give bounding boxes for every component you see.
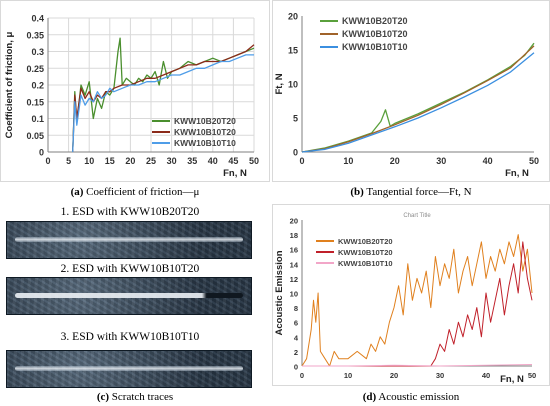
- caption-b-text: Tangential force—Ft, N: [366, 186, 472, 198]
- series-line-2: [302, 241, 533, 367]
- y-tick-label: 12: [290, 275, 298, 284]
- chart-frame: [0, 0, 270, 182]
- x-tick-label: 40: [208, 156, 218, 166]
- panel-b: 0 5 10 15 20 0 10 20 30 40 50 Fn, N Ft, N KWW10B20T20…: [272, 0, 550, 204]
- legend-label-2: KWW10B10T20: [338, 248, 393, 257]
- y-tick-label: 0: [293, 148, 298, 158]
- caption-c-id: (c): [96, 391, 110, 403]
- trace-label-2: 2. ESD with KWW10B10T20: [60, 263, 200, 275]
- caption-a: (a) Coefficient of friction—μ: [0, 186, 270, 198]
- y-axis-label: Ft, N: [274, 73, 285, 94]
- legend-label-3: KWW10B10T10: [174, 138, 236, 148]
- legend-label-2: KWW10B10T20: [342, 29, 408, 39]
- y-tick-label: 8: [294, 304, 298, 313]
- y-tick-label: 10: [288, 80, 298, 90]
- y-tick-label: 10: [290, 290, 298, 299]
- x-tick-label: 50: [249, 156, 259, 166]
- series-line-1: [301, 234, 533, 367]
- x-tick-label: 0: [300, 371, 304, 380]
- x-tick-label: 0: [45, 156, 50, 166]
- x-tick-label: 30: [436, 156, 446, 166]
- y-tick-label: 0.15: [26, 97, 44, 107]
- x-tick-label: 25: [146, 156, 156, 166]
- scratch-trace-1: [6, 221, 252, 259]
- caption-a-text: Coefficient of friction—μ: [86, 186, 200, 198]
- caption-c-text: Scratch traces: [111, 391, 174, 403]
- x-tick-label: 10: [344, 371, 352, 380]
- y-tick-label: 0.2: [31, 81, 44, 91]
- y-tick-label: 15: [288, 46, 298, 56]
- series-line-3: [301, 52, 535, 153]
- y-tick-label: 4: [294, 333, 299, 342]
- legend-label-2: KWW10B10T20: [174, 127, 236, 137]
- x-axis-label: Fn, N: [500, 374, 524, 385]
- legend-label-1: KWW10B20T20: [342, 16, 408, 26]
- legend-label-1: KWW10B20T20: [174, 116, 236, 126]
- legend-label-1: KWW10B20T20: [338, 237, 393, 246]
- series-line-2: [301, 45, 535, 153]
- x-tick-label: 20: [390, 371, 398, 380]
- chart-title: Chart Title: [403, 213, 431, 219]
- y-tick-label: 0.3: [31, 47, 44, 57]
- series-line-3: [302, 364, 533, 367]
- x-tick-label: 30: [167, 156, 177, 166]
- caption-d-id: (d): [362, 391, 377, 403]
- x-tick-label: 5: [66, 156, 71, 166]
- y-tick-label: 0.35: [26, 30, 44, 40]
- chart-a: 0 0.05 0.1 0.15 0.2 0.25 0.3 0.35 0.4 0 5 10 15 20 25 3…: [0, 0, 270, 182]
- trace-label-3: 3. ESD with KWW10B10T10: [60, 331, 200, 343]
- x-tick-label: 50: [528, 371, 536, 380]
- caption-d-text: Acoustic emission: [378, 391, 460, 403]
- scratch-trace-3: [6, 350, 252, 388]
- series-line-2: [72, 44, 255, 153]
- y-tick-label: 18: [290, 231, 298, 240]
- caption-a-id: (a): [70, 186, 84, 198]
- y-axis-label: Acoustic Emission: [274, 250, 285, 335]
- caption-d: (d) Acoustic emission: [272, 391, 550, 403]
- x-tick-label: 10: [84, 156, 94, 166]
- y-tick-label: 0.05: [26, 131, 44, 141]
- series-line-3: [72, 54, 254, 153]
- y-tick-label: 20: [290, 217, 298, 226]
- x-tick-label: 15: [105, 156, 115, 166]
- x-tick-label: 35: [187, 156, 197, 166]
- x-tick-label: 0: [299, 156, 304, 166]
- y-tick-label: 16: [290, 246, 298, 255]
- scratch-trace-2: [6, 277, 252, 315]
- panel-d: Chart Title 0 2 4 6 8 10 12 14 16 18 20 0 10 20 30 40 50 F…: [272, 204, 550, 406]
- x-tick-label: 45: [228, 156, 238, 166]
- caption-b-id: (b): [350, 186, 364, 198]
- y-axis-label: Coefficient of friction, μ: [4, 32, 15, 139]
- x-tick-label: 20: [125, 156, 135, 166]
- caption-b: (b) Tangential force—Ft, N: [272, 186, 550, 198]
- y-tick-label: 14: [290, 260, 299, 269]
- x-tick-label: 40: [483, 156, 493, 166]
- y-tick-label: 0.25: [26, 64, 44, 74]
- y-tick-label: 0.4: [31, 14, 44, 24]
- y-tick-label: 0: [294, 363, 298, 372]
- legend-label-3: KWW10B10T10: [342, 42, 408, 52]
- x-tick-label: 40: [482, 371, 490, 380]
- chart-d: Chart Title 0 2 4 6 8 10 12 14 16 18 20 0 10 20 30 40 50 F…: [272, 204, 550, 386]
- x-axis-label: Fn, N: [223, 168, 247, 179]
- legend-label-3: KWW10B10T10: [338, 259, 393, 268]
- caption-c: (c) Scratch traces: [0, 391, 270, 403]
- y-tick-label: 6: [294, 319, 298, 328]
- trace-label-1: 1. ESD with KWW10B20T20: [60, 206, 200, 218]
- x-axis-label: Fn, N: [505, 168, 529, 179]
- y-tick-label: 20: [288, 12, 298, 22]
- chart-frame: [272, 0, 550, 182]
- y-tick-label: 5: [293, 114, 298, 124]
- panel-c: 1. ESD with KWW10B20T20 2. ESD with KWW1…: [0, 204, 270, 406]
- y-tick-label: 2: [294, 348, 298, 357]
- x-tick-label: 50: [529, 156, 539, 166]
- y-tick-label: 0.1: [31, 114, 44, 124]
- x-tick-label: 30: [436, 371, 444, 380]
- panel-a: 0 0.05 0.1 0.15 0.2 0.25 0.3 0.35 0.4 0 5 10 15 20 25 3…: [0, 0, 270, 204]
- y-tick-label: 0: [39, 148, 44, 158]
- x-tick-label: 10: [343, 156, 353, 166]
- x-tick-label: 20: [390, 156, 400, 166]
